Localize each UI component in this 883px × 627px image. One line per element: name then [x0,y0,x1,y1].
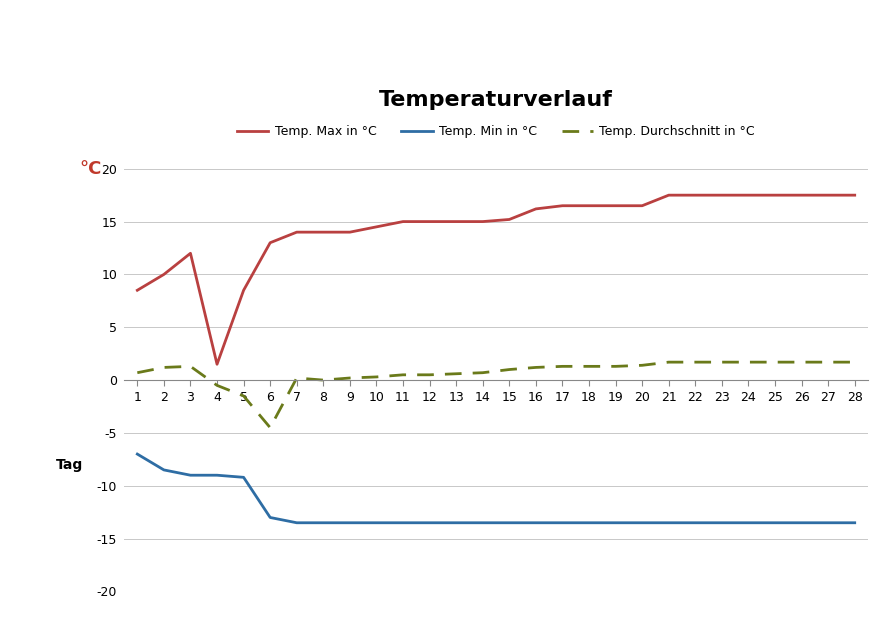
Temp. Durchschnitt in °C [397,371,408,379]
Temp. Max in °C [531,205,541,213]
Temp. Durchschnitt in °C [425,371,435,379]
Temp. Durchschnitt in °C [849,359,860,366]
Temp. Min in °C [238,473,249,481]
Temp. Durchschnitt in °C [770,359,781,366]
Temp. Durchschnitt in °C [717,359,728,366]
Temp. Durchschnitt in °C [451,370,462,377]
Temp. Max in °C [425,218,435,225]
Temp. Max in °C [504,216,515,223]
Text: Tag: Tag [56,458,83,472]
Line: Temp. Max in °C: Temp. Max in °C [138,195,855,364]
Temp. Max in °C [265,239,275,246]
Temp. Durchschnitt in °C [637,362,647,369]
Temp. Durchschnitt in °C [318,376,328,384]
Temp. Durchschnitt in °C [344,374,355,382]
Temp. Max in °C [557,202,568,209]
Temp. Durchschnitt in °C [371,373,381,381]
Temp. Max in °C [478,218,488,225]
Temp. Min in °C [291,519,302,527]
Temp. Durchschnitt in °C [185,362,196,370]
Temp. Durchschnitt in °C [584,362,594,370]
Temp. Durchschnitt in °C [291,374,302,382]
Temp. Durchschnitt in °C [265,424,275,431]
Temp. Max in °C [637,202,647,209]
Temp. Min in °C [451,519,462,527]
Temp. Min in °C [478,519,488,527]
Temp. Min in °C [371,519,381,527]
Temp. Max in °C [584,202,594,209]
Temp. Durchschnitt in °C [478,369,488,376]
Temp. Durchschnitt in °C [238,393,249,400]
Temp. Max in °C [663,191,674,199]
Temp. Max in °C [344,228,355,236]
Temp. Min in °C [690,519,700,527]
Temp. Max in °C [690,191,700,199]
Temp. Max in °C [318,228,328,236]
Temp. Max in °C [823,191,834,199]
Temp. Min in °C [318,519,328,527]
Temp. Min in °C [531,519,541,527]
Temp. Min in °C [743,519,754,527]
Temp. Durchschnitt in °C [663,359,674,366]
Temp. Durchschnitt in °C [212,382,223,389]
Temp. Durchschnitt in °C [796,359,807,366]
Temp. Durchschnitt in °C [531,364,541,371]
Temp. Min in °C [212,472,223,479]
Temp. Max in °C [397,218,408,225]
Temp. Max in °C [849,191,860,199]
Temp. Min in °C [823,519,834,527]
Temp. Max in °C [212,361,223,368]
Temp. Min in °C [344,519,355,527]
Temp. Min in °C [504,519,515,527]
Temp. Max in °C [451,218,462,225]
Temp. Max in °C [291,228,302,236]
Temp. Durchschnitt in °C [743,359,754,366]
Temp. Min in °C [849,519,860,527]
Line: Temp. Durchschnitt in °C: Temp. Durchschnitt in °C [138,362,855,428]
Title: Temperaturverlauf: Temperaturverlauf [379,90,613,110]
Temp. Min in °C [796,519,807,527]
Temp. Max in °C [371,223,381,231]
Temp. Max in °C [238,287,249,294]
Temp. Max in °C [796,191,807,199]
Temp. Max in °C [717,191,728,199]
Line: Temp. Min in °C: Temp. Min in °C [138,454,855,523]
Temp. Max in °C [743,191,754,199]
Temp. Max in °C [770,191,781,199]
Temp. Durchschnitt in °C [823,359,834,366]
Text: °C: °C [79,161,102,178]
Temp. Min in °C [425,519,435,527]
Temp. Min in °C [770,519,781,527]
Temp. Max in °C [132,287,143,294]
Temp. Durchschnitt in °C [504,366,515,373]
Temp. Durchschnitt in °C [610,362,621,370]
Temp. Min in °C [159,466,170,473]
Temp. Min in °C [557,519,568,527]
Temp. Min in °C [185,472,196,479]
Temp. Durchschnitt in °C [132,369,143,376]
Temp. Durchschnitt in °C [690,359,700,366]
Temp. Durchschnitt in °C [557,362,568,370]
Temp. Min in °C [717,519,728,527]
Temp. Max in °C [185,250,196,257]
Temp. Min in °C [637,519,647,527]
Legend: Temp. Max in °C, Temp. Min in °C, Temp. Durchschnitt in °C: Temp. Max in °C, Temp. Min in °C, Temp. … [232,120,760,143]
Temp. Max in °C [159,271,170,278]
Temp. Min in °C [610,519,621,527]
Temp. Max in °C [610,202,621,209]
Temp. Min in °C [397,519,408,527]
Temp. Min in °C [265,514,275,521]
Temp. Min in °C [584,519,594,527]
Temp. Min in °C [663,519,674,527]
Temp. Durchschnitt in °C [159,364,170,371]
Temp. Min in °C [132,450,143,458]
